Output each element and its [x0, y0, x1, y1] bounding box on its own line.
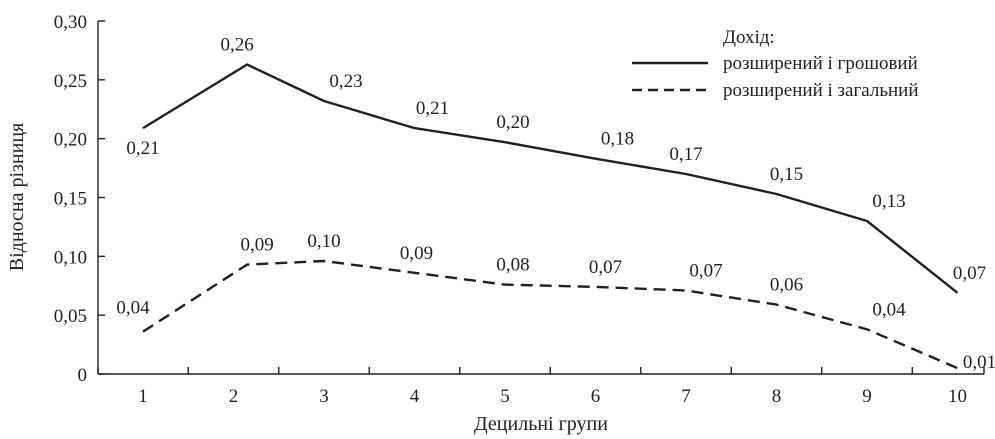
x-tick-label: 5	[500, 386, 510, 407]
y-tick-label: 0,30	[54, 12, 87, 33]
x-axis-title: Децильні групи	[474, 413, 608, 435]
x-tick-label: 8	[772, 386, 782, 407]
data-label: 0,10	[307, 231, 340, 252]
series-group	[142, 63, 959, 370]
x-tick-label: 4	[410, 386, 420, 407]
x-tick-label: 1	[138, 386, 148, 407]
data-label: 0,08	[496, 255, 529, 276]
y-tick-label: 0,20	[54, 130, 87, 151]
x-tick-label: 7	[681, 386, 691, 407]
x-tick-label: 6	[591, 386, 601, 407]
legend: Дохід: розширений і грошовий розширений …	[632, 27, 919, 101]
x-tick-label: 2	[229, 386, 239, 407]
data-label: 0,13	[872, 191, 905, 212]
data-label: 0,18	[601, 129, 634, 150]
x-tick-label: 3	[319, 386, 329, 407]
legend-title: Дохід:	[723, 27, 775, 48]
data-label: 0,04	[116, 298, 150, 319]
data-label: 0,21	[416, 98, 449, 119]
x-ticks: 1 2 3 4 5 6 7 8 9 10	[97, 367, 985, 407]
legend-label-series-1: розширений і грошовий	[723, 53, 918, 74]
data-label: 0,04	[872, 299, 906, 320]
series-line-solid	[142, 63, 959, 294]
data-label: 0,26	[220, 35, 253, 56]
data-label: 0,07	[689, 260, 722, 281]
data-label: 0,15	[770, 164, 803, 185]
x-tick-label: 10	[948, 386, 967, 407]
y-axis-title: Відносна різниця	[6, 123, 28, 272]
y-tick-label: 0,25	[54, 71, 87, 92]
data-label: 0,21	[126, 138, 159, 159]
data-label: 0,17	[669, 144, 702, 165]
y-tick-label: 0,15	[54, 189, 87, 210]
y-tick-label: 0,10	[54, 247, 87, 268]
data-label: 0,01	[963, 352, 995, 373]
data-label: 0,20	[496, 112, 529, 133]
data-label: 0,07	[953, 263, 986, 284]
x-tick-label: 9	[862, 386, 872, 407]
y-tick-label: 0,05	[54, 306, 87, 327]
data-labels: 0,21 0,26 0,23 0,21 0,20 0,18 0,17 0,15 0,13 0,07…	[116, 35, 995, 374]
legend-label-series-2: розширений і загальний	[723, 80, 919, 101]
y-ticks: 0 0,05 0,10 0,15 0,20 0,25 0,30	[54, 12, 105, 386]
data-label: 0,09	[400, 243, 433, 264]
series-line-dashed	[142, 259, 958, 370]
data-label: 0,09	[240, 235, 273, 256]
data-label: 0,07	[589, 257, 622, 278]
data-label: 0,06	[770, 275, 803, 296]
y-tick-label: 0	[78, 365, 88, 386]
data-label: 0,23	[329, 71, 362, 92]
